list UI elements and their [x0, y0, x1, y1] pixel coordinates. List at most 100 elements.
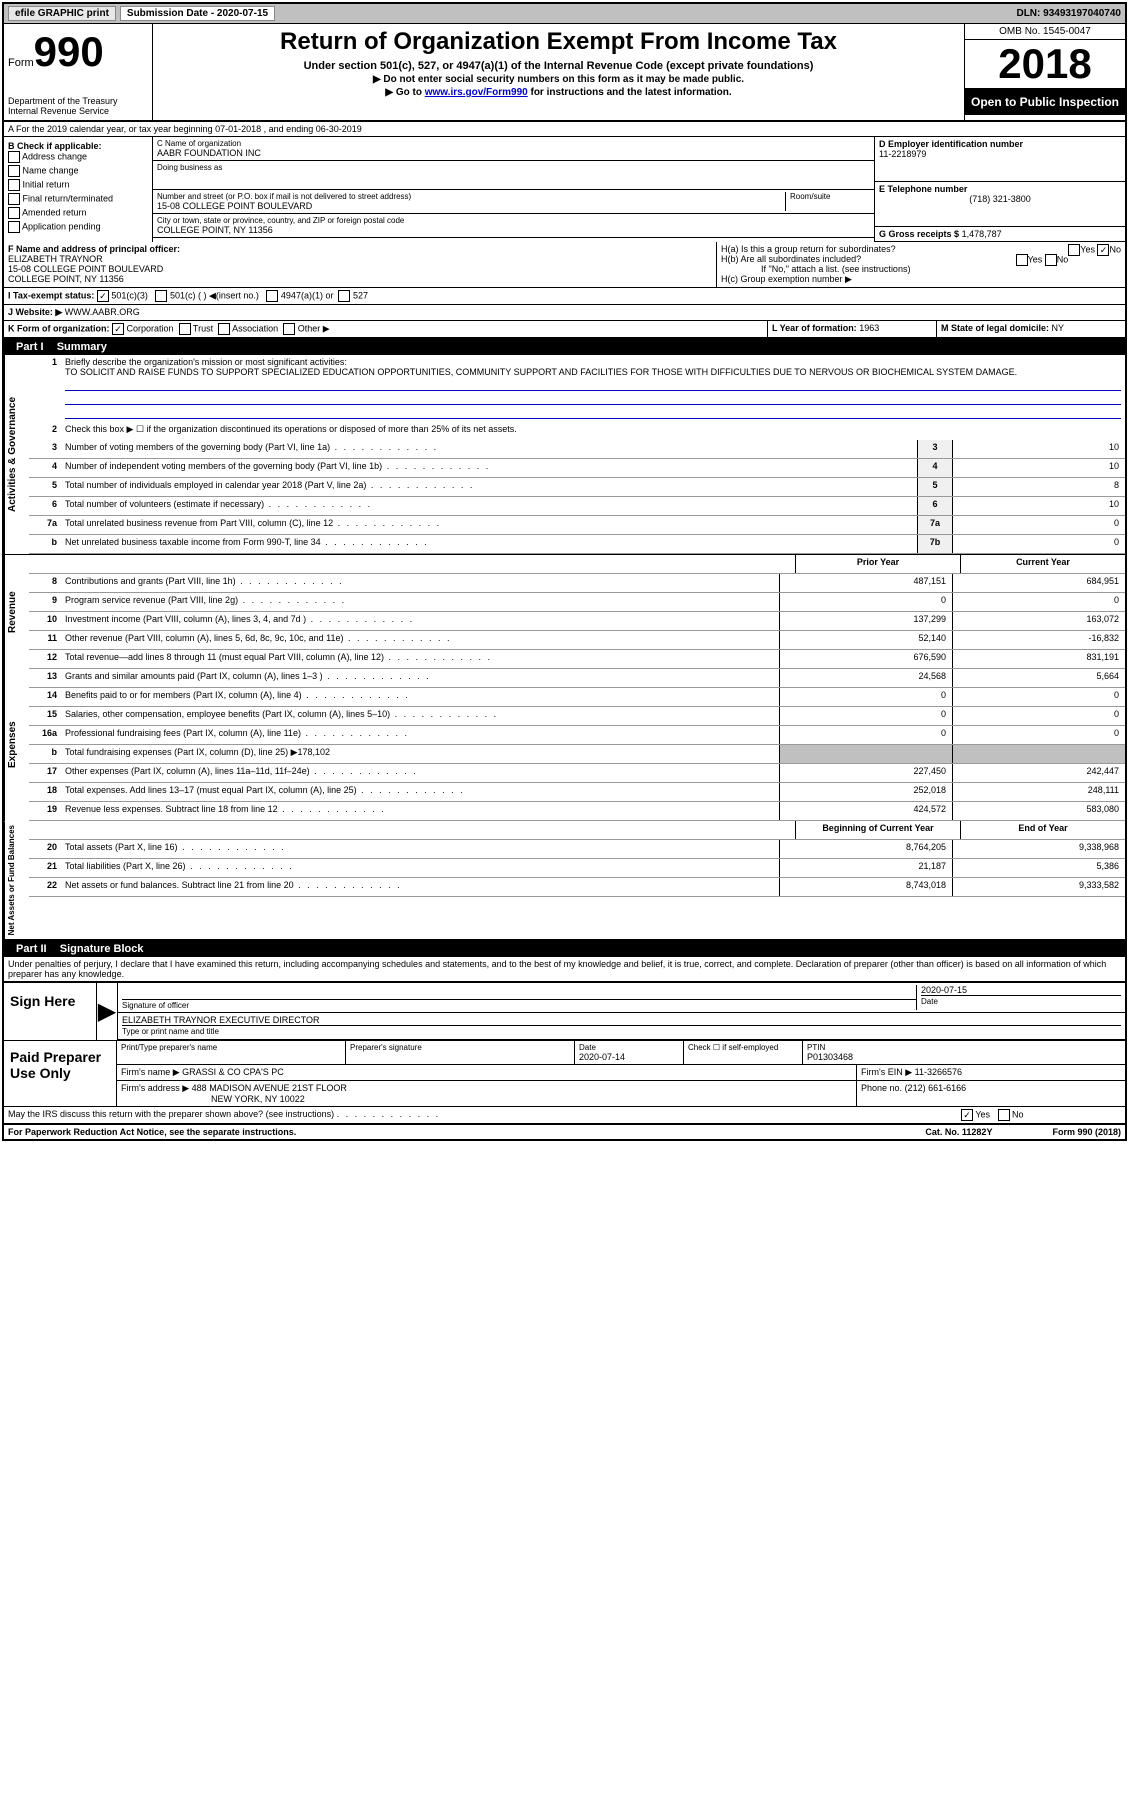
line-21: 21 Total liabilities (Part X, line 26) 2…: [29, 859, 1125, 878]
ptin: P01303468: [807, 1052, 1121, 1062]
firm-addr1: 488 MADISON AVENUE 21ST FLOOR: [192, 1083, 347, 1093]
h-a: H(a) Is this a group return for subordin…: [721, 244, 1121, 254]
k-assoc[interactable]: [218, 323, 230, 335]
declaration: Under penalties of perjury, I declare th…: [4, 957, 1125, 982]
discuss-no[interactable]: [998, 1109, 1010, 1121]
side-expenses: Expenses: [4, 669, 29, 821]
h-c: H(c) Group exemption number ▶: [721, 274, 1121, 285]
sig-date: 2020-07-15: [921, 985, 1121, 995]
j-label: J Website: ▶: [8, 307, 62, 317]
irs-link[interactable]: www.irs.gov/Form990: [425, 87, 528, 98]
sign-here-block: Sign Here ▶ Signature of officer 2020-07…: [4, 982, 1125, 1040]
line-19: 19 Revenue less expenses. Subtract line …: [29, 802, 1125, 821]
firm-name: GRASSI & CO CPA'S PC: [182, 1067, 284, 1077]
chk-final[interactable]: [8, 193, 20, 205]
firm-addr-label: Firm's address ▶: [121, 1083, 189, 1093]
section-i-row: I Tax-exempt status: 501(c)(3) 501(c) ( …: [4, 288, 1125, 305]
sign-arrow-icon: ▶: [97, 983, 118, 1040]
l-label: L Year of formation:: [772, 323, 857, 333]
line16b: Total fundraising expenses (Part IX, col…: [61, 745, 779, 763]
year-formation: 1963: [859, 323, 879, 333]
ein: 11-2218979: [879, 149, 1121, 159]
room-label: Room/suite: [790, 192, 870, 201]
i-501c3[interactable]: [97, 290, 109, 302]
line-8: 8 Contributions and grants (Part VIII, l…: [29, 574, 1125, 593]
gov-line-5: 5 Total number of individuals employed i…: [29, 478, 1125, 497]
form-note1: ▶ Do not enter social security numbers o…: [163, 74, 954, 85]
efile-button[interactable]: efile GRAPHIC print: [8, 6, 116, 21]
line-11: 11 Other revenue (Part VIII, column (A),…: [29, 631, 1125, 650]
header-right: OMB No. 1545-0047 2018 Open to Public In…: [964, 24, 1125, 120]
chk-amended[interactable]: [8, 207, 20, 219]
line2: Check this box ▶ ☐ if the organization d…: [61, 422, 1125, 440]
top-bar: efile GRAPHIC print Submission Date - 20…: [4, 4, 1125, 24]
line-13: 13 Grants and similar amounts paid (Part…: [29, 669, 1125, 688]
part1-header: Part I Summary: [4, 339, 1125, 355]
state-domicile: NY: [1052, 323, 1065, 333]
dln: DLN: 93493197040740: [1016, 8, 1121, 19]
begin-year-header: Beginning of Current Year: [795, 821, 960, 839]
section-klm-row: K Form of organization: Corporation Trus…: [4, 321, 1125, 339]
governance-section: Activities & Governance 1 Briefly descri…: [4, 355, 1125, 554]
section-j-row: J Website: ▶ WWW.AABR.ORG: [4, 305, 1125, 321]
sign-here-label: Sign Here: [4, 983, 97, 1040]
main-info-block: B Check if applicable: Address change Na…: [4, 137, 1125, 242]
k-trust[interactable]: [179, 323, 191, 335]
phone: (718) 321-3800: [879, 194, 1121, 204]
k-other[interactable]: [283, 323, 295, 335]
chk-pending[interactable]: [8, 221, 20, 233]
gov-line-4: 4 Number of independent voting members o…: [29, 459, 1125, 478]
ptin-label: PTIN: [807, 1043, 1121, 1052]
discuss-yes[interactable]: [961, 1109, 973, 1121]
org-address: 15-08 COLLEGE POINT BOULEVARD: [157, 201, 785, 211]
footer: For Paperwork Reduction Act Notice, see …: [4, 1125, 1125, 1139]
hb-no[interactable]: [1045, 254, 1057, 266]
gross-receipts: 1,478,787: [962, 229, 1002, 239]
sig-officer-label: Signature of officer: [122, 999, 916, 1010]
line-9: 9 Program service revenue (Part VIII, li…: [29, 593, 1125, 612]
expenses-section: Expenses 13 Grants and similar amounts p…: [4, 669, 1125, 821]
e-label: E Telephone number: [879, 184, 1121, 194]
gov-line-6: 6 Total number of volunteers (estimate i…: [29, 497, 1125, 516]
line-22: 22 Net assets or fund balances. Subtract…: [29, 878, 1125, 897]
i-501c[interactable]: [155, 290, 167, 302]
chk-name[interactable]: [8, 165, 20, 177]
form-number: 990: [34, 28, 104, 75]
form-subtitle: Under section 501(c), 527, or 4947(a)(1)…: [163, 60, 954, 72]
i-4947[interactable]: [266, 290, 278, 302]
chk-address[interactable]: [8, 151, 20, 163]
prep-phone: (212) 661-6166: [905, 1083, 967, 1093]
prep-date: 2020-07-14: [579, 1052, 679, 1062]
h-b: H(b) Are all subordinates included? Yes …: [721, 254, 1121, 264]
k-corp[interactable]: [112, 323, 124, 335]
phone-label: Phone no.: [861, 1083, 902, 1093]
header-left: Form990 Department of the Treasury Inter…: [4, 24, 153, 120]
cat-no: Cat. No. 11282Y: [925, 1127, 992, 1137]
k-label: K Form of organization:: [8, 323, 110, 333]
current-year-header: Current Year: [960, 555, 1125, 573]
gov-line-7a: 7a Total unrelated business revenue from…: [29, 516, 1125, 535]
side-netassets: Net Assets or Fund Balances: [4, 821, 29, 939]
discuss-text: May the IRS discuss this return with the…: [8, 1109, 334, 1119]
form-ref: Form 990 (2018): [1052, 1127, 1121, 1137]
line-10: 10 Investment income (Part VIII, column …: [29, 612, 1125, 631]
open-public: Open to Public Inspection: [965, 89, 1125, 115]
org-city: COLLEGE POINT, NY 11356: [157, 225, 870, 235]
sig-name-label: Type or print name and title: [122, 1025, 1121, 1036]
end-year-header: End of Year: [960, 821, 1125, 839]
firm-addr2: NEW YORK, NY 10022: [121, 1094, 305, 1104]
preparer-label: Paid Preparer Use Only: [4, 1041, 117, 1106]
c-name-label: C Name of organization: [157, 139, 870, 148]
ha-yes[interactable]: [1068, 244, 1080, 256]
side-revenue: Revenue: [4, 555, 29, 669]
i-527[interactable]: [338, 290, 350, 302]
line-14: 14 Benefits paid to or for members (Part…: [29, 688, 1125, 707]
chk-initial[interactable]: [8, 179, 20, 191]
firm-name-label: Firm's name ▶: [121, 1067, 180, 1077]
hb-yes[interactable]: [1016, 254, 1028, 266]
firm-ein-label: Firm's EIN ▶: [861, 1067, 912, 1077]
section-c: C Name of organization AABR FOUNDATION I…: [153, 137, 874, 242]
f-label: F Name and address of principal officer:: [8, 244, 712, 254]
form-header: Form990 Department of the Treasury Inter…: [4, 24, 1125, 122]
ha-no[interactable]: [1097, 244, 1109, 256]
